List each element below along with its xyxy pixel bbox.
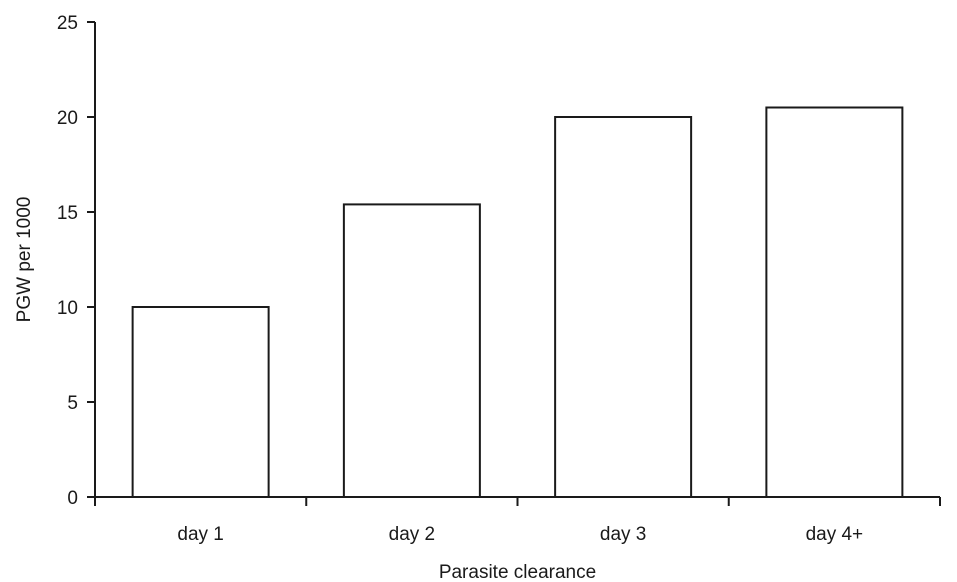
x-tick-label: day 2 [389, 524, 435, 545]
bar-day-4- [765, 106, 904, 498]
y-ticks-group: 0 5 10 15 20 25 [57, 13, 95, 509]
y-tick-label: 10 [57, 298, 78, 319]
y-tick-label: 5 [67, 393, 78, 414]
y-axis-label: PGW per 1000 [14, 197, 35, 323]
x-tick-label: day 3 [600, 524, 646, 545]
x-axis-label: Parasite clearance [439, 562, 596, 582]
x-tick-label: day 1 [177, 524, 223, 545]
bar-day-3 [554, 116, 693, 498]
y-tick-label: 25 [57, 13, 78, 34]
x-ticks-group: day 1 day 2 day 3 day 4+ [94, 497, 941, 545]
y-tick-label: 20 [57, 108, 78, 129]
bar-day-2 [342, 203, 481, 498]
bars-group [131, 106, 904, 498]
y-tick-label: 15 [57, 203, 78, 224]
bar-day-1 [131, 306, 270, 498]
y-tick-label: 0 [67, 488, 78, 509]
x-tick-label: day 4+ [806, 524, 864, 545]
